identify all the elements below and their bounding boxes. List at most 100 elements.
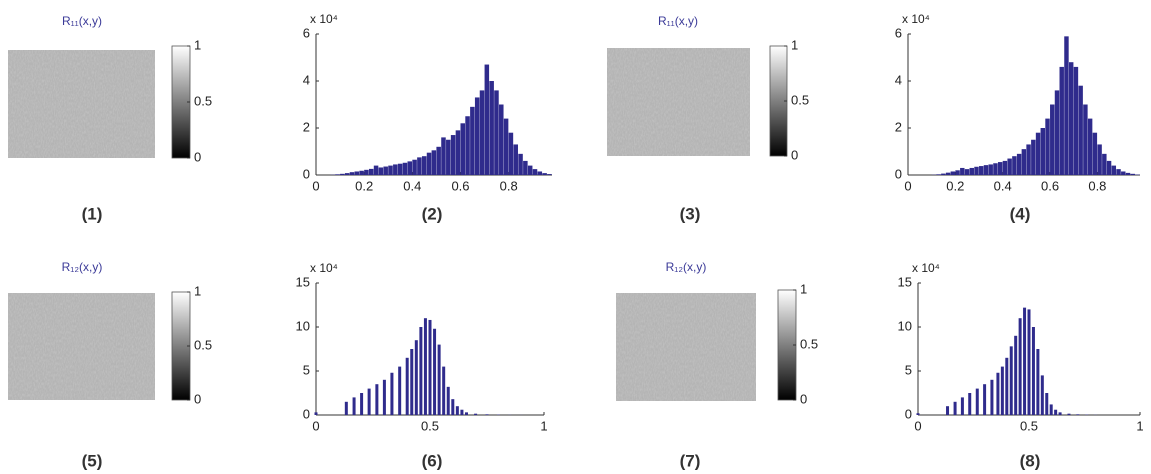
histogram-bar (983, 165, 989, 175)
colorbar-tick-label: 0.5 (791, 92, 809, 107)
axis-multiplier: x 10⁴ (310, 261, 338, 275)
histogram-bar (359, 170, 364, 175)
histogram-bar (354, 171, 360, 175)
image-texture (607, 48, 750, 156)
histogram-bar (479, 90, 485, 175)
bar (446, 386, 450, 415)
bar (975, 388, 979, 415)
histogram-bar (446, 139, 451, 175)
histogram-bar (349, 172, 355, 175)
histogram-bar (503, 118, 509, 175)
histogram-bar (950, 171, 956, 175)
histogram-bar (402, 162, 408, 175)
y-tick-label: 5 (905, 362, 912, 377)
bar (314, 412, 318, 415)
histogram-bar (436, 146, 441, 175)
bar (916, 413, 920, 415)
histogram-bar (1111, 165, 1117, 175)
y-tick-label: 5 (303, 362, 310, 377)
colorbar-tick-label: 1 (791, 37, 798, 52)
colorbar-tick-label: 0 (800, 391, 807, 406)
bar (367, 388, 371, 415)
histogram-bar (335, 174, 340, 175)
histogram-bar (1097, 144, 1102, 175)
histogram-bar (1040, 128, 1046, 175)
panel-title: R₁₂(x,y) (666, 260, 707, 274)
histogram-bar (431, 150, 437, 175)
histogram-bar (441, 137, 446, 175)
bar (1005, 357, 1009, 415)
bar (405, 357, 409, 415)
histogram-bar (969, 167, 974, 175)
bar (953, 401, 957, 415)
colorbar-tick-label: 0.5 (194, 337, 212, 352)
bar (428, 319, 432, 415)
bar (460, 409, 464, 415)
panel-caption: (6) (422, 451, 443, 470)
y-tick-label: 0 (895, 166, 902, 181)
panel-caption: (1) (82, 204, 103, 223)
bar (414, 340, 418, 415)
bar (419, 327, 423, 415)
histogram-bar (532, 169, 538, 175)
axis-multiplier: x 10⁴ (912, 261, 940, 275)
bar (1076, 414, 1080, 415)
histogram-bar (1012, 156, 1017, 175)
histogram-bar (426, 152, 432, 175)
colorbar-tick-label: 1 (194, 283, 201, 298)
bar (946, 406, 950, 415)
panel-caption: (4) (1010, 204, 1031, 223)
image-texture (616, 293, 756, 401)
y-tick-label: 2 (303, 119, 310, 134)
histogram-bar (1125, 172, 1131, 175)
bar (398, 366, 402, 415)
histogram-bar (936, 174, 941, 175)
histogram-bar (974, 166, 979, 175)
panel-title: R₁₁(x,y) (62, 14, 102, 28)
bar (1031, 327, 1035, 415)
histogram-bar (1121, 171, 1126, 175)
histogram-bar (997, 162, 1003, 175)
y-tick-label: 2 (895, 119, 902, 134)
y-tick-label: 6 (303, 25, 310, 40)
bar (1018, 318, 1022, 415)
histogram-bar (460, 123, 466, 175)
histogram-bar (1031, 139, 1036, 175)
bar (990, 379, 994, 415)
histogram-bar (527, 165, 533, 175)
bar (1067, 413, 1071, 415)
bar (996, 372, 1000, 415)
histogram-bar (537, 171, 543, 175)
histogram-bar (1068, 62, 1074, 176)
histogram-bar (941, 173, 946, 175)
bar (451, 399, 455, 415)
y-tick-label: 10 (898, 318, 912, 333)
bar (433, 328, 437, 415)
y-tick-label: 0 (905, 406, 912, 421)
histogram-bar (1078, 85, 1083, 175)
colorbar-tick-label: 1 (194, 37, 201, 52)
x-tick-label: 0.5 (421, 418, 439, 433)
histogram-bar (1021, 149, 1027, 175)
bar (437, 344, 441, 415)
histogram-bar (955, 170, 960, 175)
x-tick-label: 0 (914, 418, 921, 433)
histogram-bar (489, 81, 494, 175)
y-tick-label: 10 (296, 318, 310, 333)
histogram-bar (993, 163, 998, 175)
histogram-bar (373, 165, 379, 175)
x-tick-label: 0 (312, 418, 319, 433)
histogram-bar (421, 156, 427, 175)
x-tick-label: 0 (904, 178, 911, 193)
panel-caption: (7) (680, 451, 701, 470)
bar (423, 318, 427, 415)
y-tick-label: 15 (296, 274, 310, 289)
histogram-bar (523, 160, 528, 175)
bar (1040, 375, 1044, 415)
x-tick-label: 0.6 (1041, 178, 1059, 193)
histogram-bar (1116, 169, 1121, 175)
histogram-bar (1026, 144, 1031, 175)
histogram-bar (364, 169, 369, 175)
histogram-bar (494, 90, 499, 175)
histogram-bar (1130, 173, 1135, 175)
